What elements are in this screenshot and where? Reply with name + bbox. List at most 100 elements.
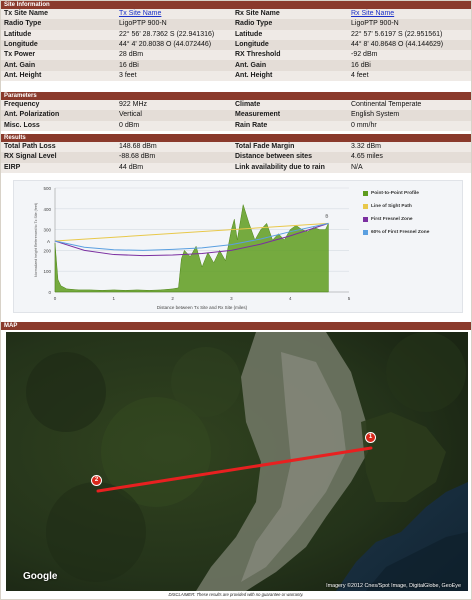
y-tick-label: 200 — [43, 248, 51, 253]
satellite-map[interactable]: 1 2 — [6, 332, 468, 591]
site-label-right: Ant. Gain — [235, 61, 267, 69]
endpoint-a-label: A — [47, 239, 50, 244]
legend-swatch — [363, 217, 368, 222]
param-label-right: Rain Rate — [235, 121, 268, 129]
param-row: Misc. Loss 0 dBm Rain Rate 0 mm/hr — [1, 120, 471, 131]
site-value-left: 22° 56' 28.7362 S (22.941316) — [119, 30, 215, 38]
rx-site-name-link[interactable]: Rx Site Name — [351, 10, 395, 18]
site-label-left: Ant. Gain — [4, 61, 36, 69]
param-value-right: English System — [351, 111, 400, 119]
legend-label: 60% of First Fresnel Zone — [371, 230, 430, 235]
param-label-left: Ant. Polarization — [4, 111, 60, 119]
result-label-right: Link availability due to rain — [235, 163, 325, 171]
param-label-left: Frequency — [4, 101, 40, 109]
site-label-left: Latitude — [4, 30, 32, 38]
site-information-header: Site Information — [1, 1, 471, 9]
param-value-right: Continental Temperate — [351, 101, 422, 109]
result-value-left: 44 dBm — [119, 163, 144, 171]
site-label-right: Radio Type — [235, 20, 273, 28]
result-row: RX Signal Level -88.68 dBm Distance betwee… — [1, 152, 471, 163]
site-label-right: RX Threshold — [235, 51, 281, 59]
x-tick-label: 3 — [230, 296, 233, 301]
result-label-right: Total Fade Margin — [235, 143, 295, 151]
result-label-left: EIRP — [4, 163, 21, 171]
map-header: MAP — [1, 322, 471, 330]
site-label-left: Tx Power — [4, 51, 36, 59]
site-label-left: Radio Type — [4, 20, 42, 28]
result-value-right: 3.32 dBm — [351, 143, 381, 151]
site-value-right: -92 dBm — [351, 51, 378, 59]
site-label-right: Latitude — [235, 30, 263, 38]
first-fresnel-line — [54, 222, 329, 257]
site-label-right: Ant. Height — [235, 71, 273, 79]
result-value-left: -88.68 dBm — [119, 153, 156, 161]
tx-site-marker[interactable]: 2 — [91, 475, 102, 486]
param-row: Ant. Polarization Vertical Measurement Engl… — [1, 110, 471, 121]
site-value-left: 16 dBi — [119, 61, 139, 69]
legend-swatch — [363, 230, 368, 235]
site-label-left: Tx Site Name — [4, 10, 48, 18]
site-value-left: 3 feet — [119, 71, 137, 79]
line-of-sight-line — [54, 222, 329, 242]
site-value-left: Tx Site Name — [119, 9, 231, 19]
endpoint-b-label: B — [325, 213, 328, 218]
site-value-left: 28 dBm — [119, 51, 144, 59]
x-tick-label: 1 — [113, 296, 116, 301]
site-label-left: Ant. Height — [4, 71, 42, 79]
site-value-left: 44° 4' 20.8038 O (44.072446) — [119, 41, 212, 49]
result-value-left: 148.68 dBm — [119, 143, 157, 151]
legend-item: First Fresnel Zone — [363, 213, 458, 226]
rx-site-marker[interactable]: 1 — [365, 432, 376, 443]
legend-label: Line of Sight Path — [371, 204, 412, 209]
results-header: Results — [1, 134, 471, 142]
site-row: Ant. Height 3 feet Ant. Height 4 feet — [1, 70, 471, 82]
legend-swatch — [363, 191, 368, 196]
legend-label: Point-to-Point Profile — [371, 191, 419, 196]
param-value-left: 922 MHz — [119, 101, 148, 109]
y-tick-label: 100 — [43, 269, 51, 274]
site-row: Tx Power 28 dBm RX Threshold -92 dBm — [1, 50, 471, 61]
param-value-right: 0 mm/hr — [351, 121, 377, 129]
y-tick-label: 400 — [43, 207, 51, 212]
legend-item: 60% of First Fresnel Zone — [363, 226, 458, 239]
disclaimer-text: DISCLAIMER: These results are provided w… — [168, 592, 304, 597]
results-table: Total Path Loss 148.68 dBm Total Fade Marg… — [1, 142, 471, 173]
site-value-right: 44° 8' 40.8648 O (44.144629) — [351, 41, 444, 49]
site-label-right: Longitude — [235, 41, 269, 49]
map-imagery — [6, 332, 468, 591]
sixty-percent-fresnel-line — [54, 222, 329, 251]
site-label-left: Longitude — [4, 41, 38, 49]
legend-item: Point-to-Point Profile — [363, 187, 458, 200]
google-logo: Google — [23, 571, 58, 582]
y-tick-label: 300 — [43, 228, 51, 233]
result-label-left: Total Path Loss — [4, 143, 56, 151]
site-value-right: 16 dBi — [351, 61, 371, 69]
tx-site-name-link[interactable]: Tx Site Name — [119, 10, 162, 18]
result-value-right: 4.65 miles — [351, 153, 383, 161]
y-axis-label: Normalized height Referenced to Tx Site … — [34, 203, 38, 277]
param-value-left: Vertical — [119, 111, 142, 119]
site-row: Latitude 22° 56' 28.7362 S (22.941316) Lat… — [1, 29, 471, 40]
x-axis-label: Distance between Tx Site and Rx Site (mi… — [157, 305, 248, 310]
site-label-right: Rx Site Name — [235, 10, 280, 18]
legend-item: Line of Sight Path — [363, 200, 458, 213]
x-tick-label: 2 — [171, 296, 174, 301]
result-label-right: Distance between sites — [235, 153, 313, 161]
site-value-right: 22° 57' 5.6197 S (22.951561) — [351, 30, 443, 38]
site-row: Radio Type LigoPTP 900-N Radio Type LigoPTP… — [1, 19, 471, 30]
param-label-right: Measurement — [235, 111, 281, 119]
x-tick-label: 0 — [54, 296, 57, 301]
chart-legend: Point-to-Point Profile Line of Sight Path… — [363, 187, 458, 239]
result-row: Total Path Loss 148.68 dBm Total Fade Marg… — [1, 142, 471, 153]
y-tick-label: 500 — [43, 186, 51, 191]
legend-swatch — [363, 204, 368, 209]
map-credits: Imagery ©2012 Cnes/Spot Image, DigitalGl… — [326, 583, 461, 589]
result-value-right: N/A — [351, 163, 363, 171]
site-information-table: Tx Site Name Tx Site Name Rx Site Name Rx S… — [1, 9, 471, 82]
param-value-left: 0 dBm — [119, 121, 140, 129]
site-value-right: Rx Site Name — [351, 9, 469, 19]
site-row: Longitude 44° 4' 20.8038 O (44.072446) Lon… — [1, 39, 471, 51]
parameters-header: Parameters — [1, 92, 471, 100]
parameters-table: Frequency 922 MHz Climate Continental Tempe… — [1, 100, 471, 131]
